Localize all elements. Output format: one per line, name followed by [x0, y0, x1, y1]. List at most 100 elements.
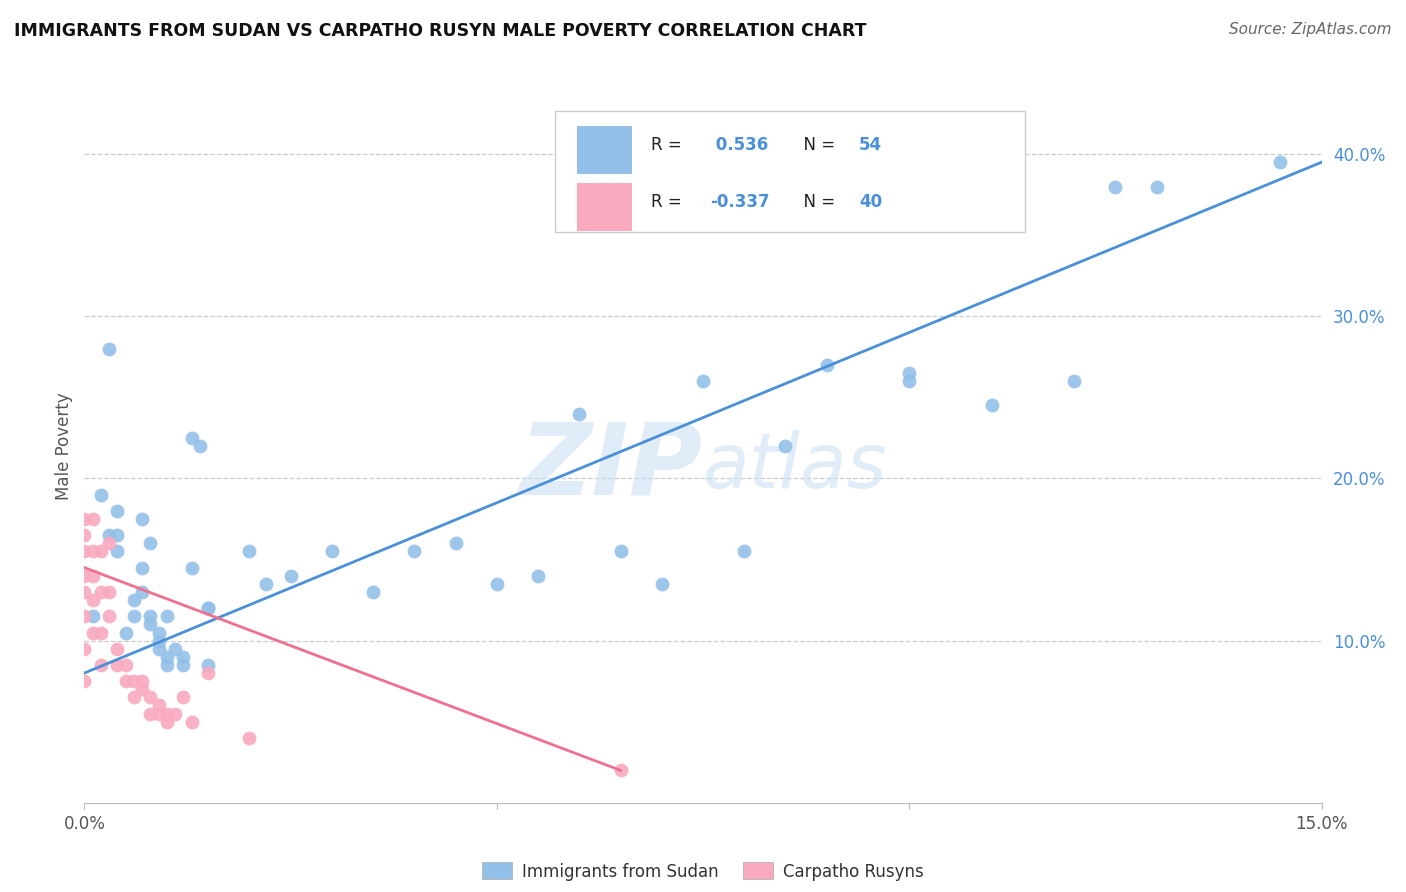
Point — [122, 674, 145, 689]
Text: Source: ZipAtlas.com: Source: ZipAtlas.com — [1229, 22, 1392, 37]
Point — [980, 399, 1002, 413]
Point — [156, 706, 179, 721]
Point — [148, 706, 170, 721]
Text: 40: 40 — [859, 193, 882, 211]
Point — [156, 657, 179, 672]
Point — [131, 682, 153, 697]
Point — [238, 731, 260, 745]
Point — [197, 601, 219, 615]
Point — [73, 568, 96, 582]
Point — [90, 544, 112, 558]
Text: -0.337: -0.337 — [710, 193, 770, 211]
Point — [775, 439, 797, 453]
Text: R =: R = — [651, 136, 688, 153]
Point — [148, 625, 170, 640]
Point — [131, 512, 153, 526]
Point — [361, 585, 384, 599]
Point — [98, 536, 121, 550]
Point — [82, 593, 104, 607]
Y-axis label: Male Poverty: Male Poverty — [55, 392, 73, 500]
Point — [156, 714, 179, 729]
Point — [609, 544, 631, 558]
Point — [73, 609, 96, 624]
Point — [148, 633, 170, 648]
Point — [321, 544, 343, 558]
Point — [82, 609, 104, 624]
Point — [172, 649, 194, 664]
Text: IMMIGRANTS FROM SUDAN VS CARPATHO RUSYN MALE POVERTY CORRELATION CHART: IMMIGRANTS FROM SUDAN VS CARPATHO RUSYN … — [14, 22, 866, 40]
Point — [733, 544, 755, 558]
Point — [180, 714, 202, 729]
Point — [114, 674, 136, 689]
Point — [527, 568, 550, 582]
Point — [122, 609, 145, 624]
Bar — [576, 183, 633, 231]
Legend: Immigrants from Sudan, Carpatho Rusyns: Immigrants from Sudan, Carpatho Rusyns — [475, 855, 931, 888]
Point — [139, 617, 162, 632]
Point — [197, 666, 219, 681]
Point — [105, 657, 128, 672]
Point — [131, 560, 153, 574]
Point — [404, 544, 426, 558]
Point — [73, 674, 96, 689]
Point — [105, 544, 128, 558]
Point — [156, 609, 179, 624]
Point — [114, 625, 136, 640]
Point — [114, 657, 136, 672]
Point — [180, 560, 202, 574]
Point — [82, 544, 104, 558]
Text: 0.536: 0.536 — [710, 136, 769, 153]
Point — [197, 657, 219, 672]
Point — [73, 641, 96, 656]
Point — [568, 407, 591, 421]
Point — [254, 577, 277, 591]
Point — [73, 544, 96, 558]
Point — [815, 358, 838, 372]
Point — [90, 657, 112, 672]
Point — [692, 374, 714, 388]
Point — [139, 690, 162, 705]
Point — [898, 366, 921, 380]
Point — [82, 625, 104, 640]
Text: ZIP: ZIP — [520, 419, 703, 516]
Point — [131, 674, 153, 689]
Point — [172, 690, 194, 705]
Point — [180, 431, 202, 445]
Point — [82, 512, 104, 526]
Point — [98, 585, 121, 599]
Point — [1063, 374, 1085, 388]
Point — [280, 568, 302, 582]
Point — [197, 601, 219, 615]
Point — [148, 641, 170, 656]
Point — [165, 706, 187, 721]
Point — [609, 764, 631, 778]
Point — [485, 577, 508, 591]
Point — [98, 528, 121, 542]
Point — [122, 593, 145, 607]
Point — [139, 706, 162, 721]
Point — [1146, 179, 1168, 194]
Point — [156, 649, 179, 664]
Point — [105, 504, 128, 518]
Point — [1104, 179, 1126, 194]
Bar — [576, 126, 633, 174]
Text: R =: R = — [651, 193, 688, 211]
Point — [105, 528, 128, 542]
Point — [73, 585, 96, 599]
Point — [898, 374, 921, 388]
Text: N =: N = — [793, 193, 841, 211]
Point — [188, 439, 211, 453]
Point — [651, 577, 673, 591]
Point — [1270, 155, 1292, 169]
Point — [131, 585, 153, 599]
Point — [82, 568, 104, 582]
Point — [90, 488, 112, 502]
Point — [148, 698, 170, 713]
Point — [98, 342, 121, 356]
Point — [73, 512, 96, 526]
Text: atlas: atlas — [703, 431, 887, 504]
Point — [444, 536, 467, 550]
Point — [90, 585, 112, 599]
Point — [139, 609, 162, 624]
Point — [165, 641, 187, 656]
